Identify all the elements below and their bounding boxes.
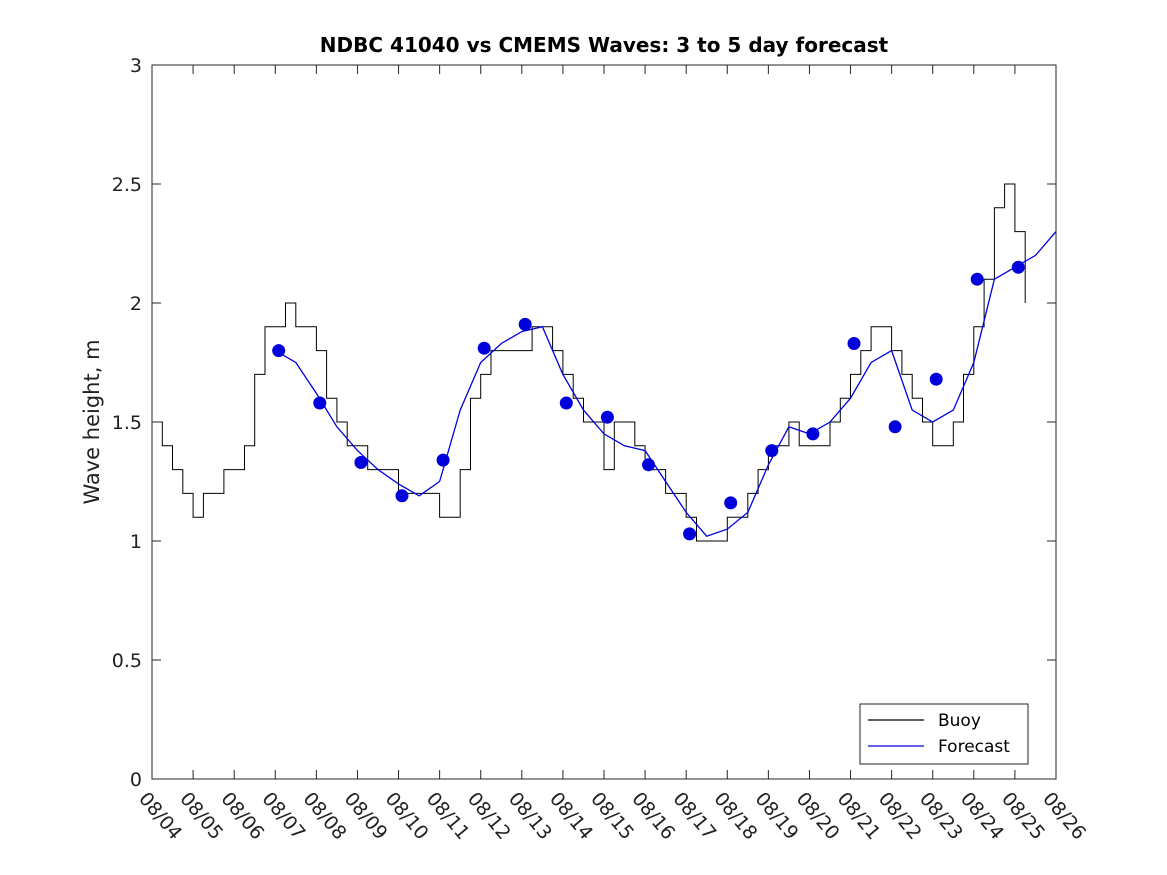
legend-box: [859, 703, 1029, 765]
forecast-marker: [313, 396, 327, 410]
forecast-marker: [929, 372, 943, 386]
y-tick-label: 1: [130, 531, 142, 553]
forecast-marker: [436, 453, 450, 467]
forecast-marker: [970, 272, 984, 286]
legend-label-forecast: Forecast: [938, 737, 1010, 757]
forecast-marker: [272, 344, 286, 358]
forecast-marker: [354, 456, 368, 469]
forecast-marker: [559, 396, 573, 410]
forecast-marker: [765, 444, 779, 458]
forecast-marker: [518, 317, 532, 331]
y-tick-label: 1.5: [112, 412, 142, 434]
legend-label-buoy: Buoy: [938, 711, 981, 731]
y-axis-ticks: 0 0.5 1 1.5 2 2.5 3: [112, 55, 1056, 791]
forecast-marker: [683, 527, 697, 541]
y-tick-label: 0: [130, 769, 142, 791]
y-tick-label: 3: [130, 55, 142, 77]
plot-markers: [272, 260, 1025, 541]
forecast-marker: [395, 489, 409, 503]
series-line-buoy: [152, 183, 1026, 542]
forecast-marker: [724, 496, 738, 510]
forecast-marker: [888, 420, 902, 434]
forecast-marker: [847, 337, 861, 350]
chart-title: NDBC 41040 vs CMEMS Waves: 3 to 5 day fo…: [320, 33, 889, 57]
y-tick-label: 0.5: [112, 650, 142, 672]
plot-lines: [152, 183, 1057, 542]
forecast-marker: [477, 341, 491, 355]
forecast-marker: [600, 410, 614, 424]
forecast-marker: [1011, 260, 1025, 274]
forecast-marker: [806, 427, 820, 441]
y-tick-label: 2: [130, 293, 142, 315]
forecast-marker: [642, 458, 655, 472]
y-tick-label: 2.5: [112, 174, 142, 196]
y-axis-label: Wave height, m: [80, 339, 104, 504]
legend: Buoy Forecast: [859, 703, 1029, 765]
series-line-forecast: [274, 231, 1057, 537]
